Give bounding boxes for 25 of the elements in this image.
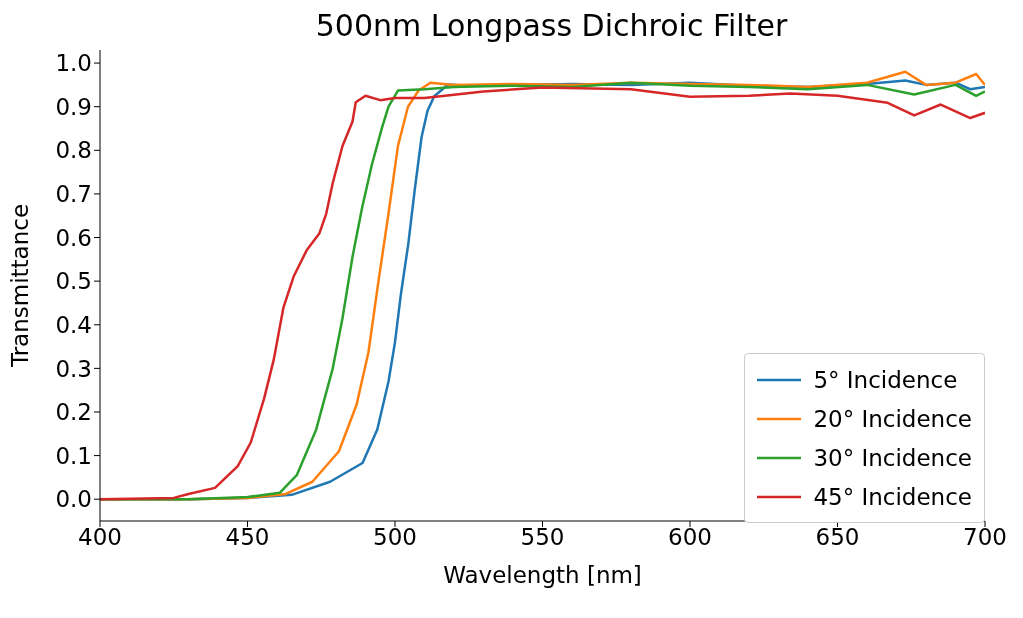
y-tick-label: 0.3 [55,355,92,382]
legend-label: 45° Incidence [813,483,972,510]
x-tick-label: 450 [225,524,270,551]
y-tick-label: 0.0 [55,486,92,513]
y-tick-label: 0.4 [55,311,92,338]
y-tick-label: 0.9 [55,93,92,120]
legend-label: 5° Incidence [813,366,958,393]
x-tick-label: 400 [78,524,122,551]
y-axis-title: Transmittance [7,203,34,369]
x-tick-label: 700 [963,524,1007,551]
legend-label: 20° Incidence [813,405,972,432]
y-tick-label: 0.6 [55,224,92,251]
x-tick-label: 500 [373,524,417,551]
legend-label: 30° Incidence [813,444,972,471]
chart-title: 500nm Longpass Dichroic Filter [314,8,789,45]
y-tick-label: 0.1 [55,442,92,469]
y-tick-label: 0.7 [55,181,92,208]
y-tick-label: 0.8 [55,137,92,164]
x-axis-title: Wavelength [nm] [443,562,642,588]
y-tick-label: 0.2 [55,399,92,426]
x-tick-label: 600 [668,524,712,551]
x-tick-label: 550 [520,524,565,551]
y-tick-label: 1.0 [55,50,92,77]
y-tick-label: 0.5 [55,268,92,295]
x-tick-label: 650 [815,524,860,551]
